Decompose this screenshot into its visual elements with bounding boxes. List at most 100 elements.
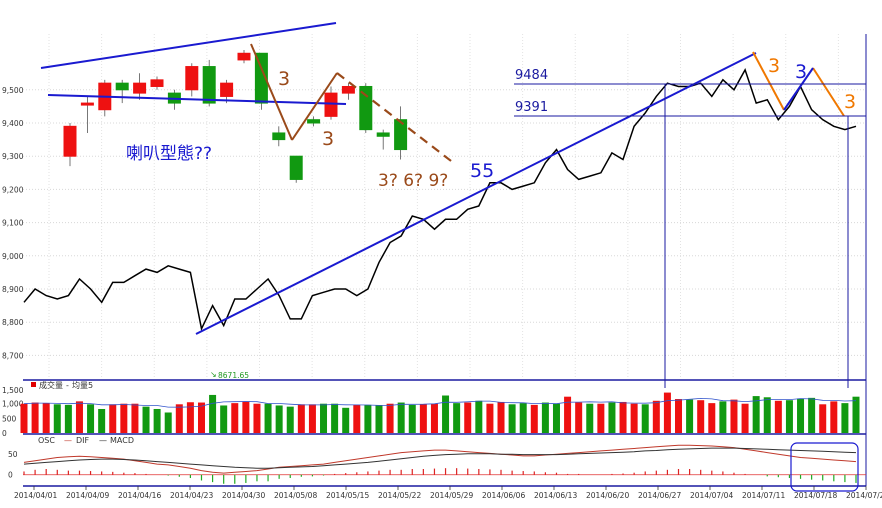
macd-legend-sep: — [99, 436, 107, 445]
price-tick-label: 9,100 [2, 219, 24, 228]
candle [150, 76, 164, 90]
macd-tick-label: 50 [8, 450, 18, 459]
volume-tick-label: 500 [2, 414, 17, 423]
candle-body [80, 102, 94, 106]
volume-bar [752, 396, 760, 433]
volume-bar [763, 397, 771, 433]
volume-bar [519, 403, 527, 433]
date-tick-label: 2014/07/28 [846, 491, 882, 500]
wave-label-3a: 3 [278, 68, 290, 90]
megaphone-upper-trendline [40, 22, 337, 69]
candle-body [324, 92, 338, 117]
candle [254, 52, 268, 110]
candle-body [307, 119, 321, 124]
volume-bar [353, 404, 361, 433]
date-tick-label: 2014/05/29 [430, 491, 473, 500]
volume-bar [297, 404, 305, 433]
orange-wave-down-2 [812, 67, 845, 117]
wave-label-369: 3? 6? 9? [378, 171, 448, 191]
wave-label-55: 55 [470, 160, 494, 182]
volume-tick-label: 0 [2, 429, 7, 438]
pattern-title-label: 喇叭型態?? [126, 144, 212, 164]
price-tick-label: 8,800 [2, 318, 24, 327]
candle-body [220, 82, 234, 97]
volume-legend-sep: - [66, 381, 69, 390]
volume-ma-legend-label: 均量5 [72, 380, 93, 390]
volume-bar [442, 395, 450, 433]
date-tick-label: 2014/04/23 [170, 491, 213, 500]
volume-bar [586, 403, 594, 433]
price-tick-label: 9,500 [2, 86, 24, 95]
volume-bar [819, 404, 827, 433]
volume-tick-label: 1,500 [2, 386, 24, 395]
volume-bar [320, 403, 328, 433]
volume-bar [741, 403, 749, 433]
wave-label-3b: 3 [322, 128, 334, 150]
candle-body [63, 125, 77, 157]
volume-bar [497, 401, 505, 433]
date-tick-label: 2014/06/13 [534, 491, 577, 500]
wave-label-3e: 3 [844, 91, 856, 113]
candle [307, 116, 321, 127]
date-tick-label: 2014/07/04 [690, 491, 733, 500]
volume-bar [53, 404, 61, 433]
volume-bar [841, 403, 849, 433]
date-axis: 2014/04/01 2014/04/09 2014/04/16 2014/04/23… [14, 486, 882, 500]
price-axis: 8,700 8,800 8,900 9,000 9,100 9,200 9,300 9,400… [2, 86, 24, 361]
date-tick-label: 2014/04/09 [66, 491, 109, 500]
volume-bar [453, 403, 461, 433]
volume-bar [830, 401, 838, 433]
volume-bar [641, 404, 649, 433]
volume-bar [464, 402, 472, 433]
volume-bar [697, 400, 705, 433]
date-tick-label: 2014/06/06 [482, 491, 525, 500]
volume-bar [331, 403, 339, 433]
wave-up-leg [291, 72, 338, 141]
volume-bar [98, 408, 106, 433]
wave-down-leg [250, 43, 293, 141]
candle-body [150, 79, 164, 87]
candle-body [376, 132, 390, 137]
volume-bar [619, 401, 627, 433]
candle [80, 96, 94, 133]
volume-legend: 成交量 - 均量5 [31, 380, 93, 390]
volume-bar [275, 405, 283, 433]
wave-projection-leg [336, 72, 456, 165]
candlestick-group [63, 49, 408, 183]
price-panel [23, 34, 865, 379]
macd-legend: OSC — DIF — MACD [38, 436, 134, 445]
volume-bar [164, 412, 172, 433]
wave-label-3d: 3 [795, 61, 807, 83]
volume-bar [175, 404, 183, 433]
candle [133, 73, 147, 100]
volume-bar [797, 398, 805, 433]
level-label-9484: 9484 [515, 68, 548, 83]
volume-bar [408, 404, 416, 433]
volume-bar [564, 396, 572, 433]
date-tick-label: 2014/07/11 [742, 491, 785, 500]
volume-bar [186, 402, 194, 433]
candle [185, 63, 199, 97]
volume-bar [364, 404, 372, 433]
candle-body [202, 66, 216, 104]
candle-body [359, 85, 373, 131]
close-line [23, 68, 857, 332]
volume-bar [608, 402, 616, 433]
candle-body [254, 52, 268, 104]
volume-bar [75, 401, 83, 433]
volume-bar [730, 399, 738, 433]
blue-wave-up [783, 67, 814, 111]
volume-bar [87, 404, 95, 433]
date-tick-label: 2014/06/27 [638, 491, 681, 500]
volume-bar [541, 402, 549, 433]
date-tick-label: 2014/04/30 [222, 491, 265, 500]
volume-bar [808, 397, 816, 433]
volume-bar [286, 406, 294, 433]
price-tick-label: 9,400 [2, 119, 24, 128]
candle-body [394, 119, 408, 151]
volume-bar [220, 405, 228, 433]
macd-highlight-box [790, 442, 859, 492]
volume-bar [652, 400, 660, 433]
